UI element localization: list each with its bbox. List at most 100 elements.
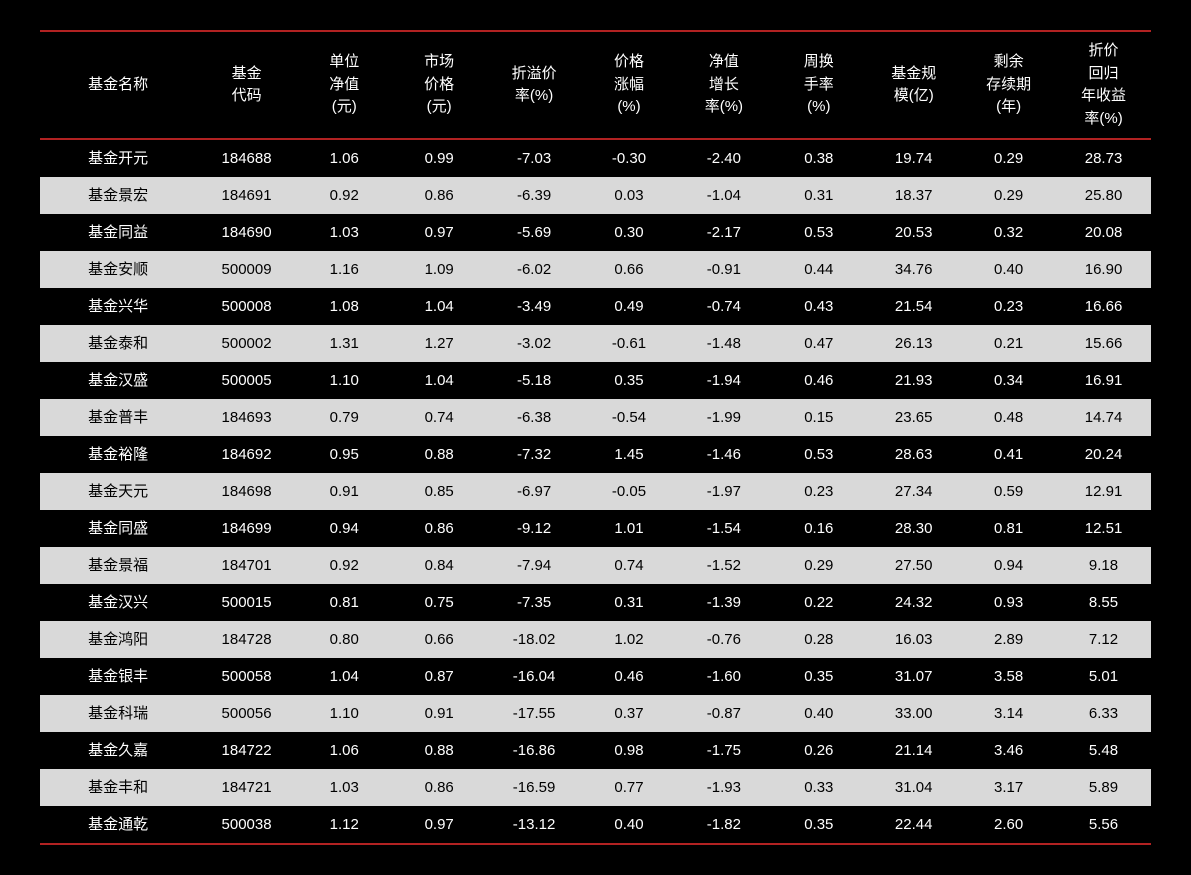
table-row: 基金普丰1846930.790.74-6.38-0.54-1.990.1523.… bbox=[40, 399, 1151, 436]
cell-premium: -3.49 bbox=[487, 288, 582, 325]
cell-annualized: 5.56 bbox=[1056, 806, 1151, 844]
cell-annualized: 20.08 bbox=[1056, 214, 1151, 251]
table-row: 基金景福1847010.920.84-7.940.74-1.520.2927.5… bbox=[40, 547, 1151, 584]
cell-turnover: 0.26 bbox=[771, 732, 866, 769]
cell-premium: -16.86 bbox=[487, 732, 582, 769]
cell-price: 0.75 bbox=[392, 584, 487, 621]
cell-priceChg: -0.61 bbox=[582, 325, 677, 362]
cell-code: 500015 bbox=[196, 584, 296, 621]
cell-turnover: 0.53 bbox=[771, 436, 866, 473]
cell-turnover: 0.16 bbox=[771, 510, 866, 547]
cell-duration: 0.29 bbox=[961, 177, 1056, 214]
cell-price: 0.91 bbox=[392, 695, 487, 732]
cell-annualized: 28.73 bbox=[1056, 139, 1151, 177]
cell-size: 26.13 bbox=[866, 325, 961, 362]
cell-nav: 1.03 bbox=[297, 214, 392, 251]
cell-price: 1.04 bbox=[392, 288, 487, 325]
cell-price: 0.84 bbox=[392, 547, 487, 584]
cell-navChg: -1.97 bbox=[676, 473, 771, 510]
table-row: 基金泰和5000021.311.27-3.02-0.61-1.480.4726.… bbox=[40, 325, 1151, 362]
cell-annualized: 12.91 bbox=[1056, 473, 1151, 510]
cell-navChg: -2.17 bbox=[676, 214, 771, 251]
table-row: 基金兴华5000081.081.04-3.490.49-0.740.4321.5… bbox=[40, 288, 1151, 325]
cell-duration: 0.34 bbox=[961, 362, 1056, 399]
table-row: 基金天元1846980.910.85-6.97-0.05-1.970.2327.… bbox=[40, 473, 1151, 510]
cell-name: 基金久嘉 bbox=[40, 732, 196, 769]
cell-size: 22.44 bbox=[866, 806, 961, 844]
cell-nav: 0.92 bbox=[297, 177, 392, 214]
cell-size: 24.32 bbox=[866, 584, 961, 621]
cell-price: 0.74 bbox=[392, 399, 487, 436]
cell-price: 0.86 bbox=[392, 510, 487, 547]
cell-turnover: 0.28 bbox=[771, 621, 866, 658]
cell-nav: 1.10 bbox=[297, 695, 392, 732]
cell-premium: -3.02 bbox=[487, 325, 582, 362]
cell-nav: 1.03 bbox=[297, 769, 392, 806]
cell-annualized: 5.89 bbox=[1056, 769, 1151, 806]
cell-price: 0.99 bbox=[392, 139, 487, 177]
cell-annualized: 9.18 bbox=[1056, 547, 1151, 584]
cell-navChg: -1.04 bbox=[676, 177, 771, 214]
cell-price: 0.88 bbox=[392, 436, 487, 473]
cell-duration: 0.81 bbox=[961, 510, 1056, 547]
cell-turnover: 0.40 bbox=[771, 695, 866, 732]
cell-nav: 1.16 bbox=[297, 251, 392, 288]
cell-size: 21.14 bbox=[866, 732, 961, 769]
cell-duration: 0.94 bbox=[961, 547, 1056, 584]
cell-size: 16.03 bbox=[866, 621, 961, 658]
cell-priceChg: 0.37 bbox=[582, 695, 677, 732]
cell-size: 18.37 bbox=[866, 177, 961, 214]
cell-navChg: -0.87 bbox=[676, 695, 771, 732]
table-row: 基金景宏1846910.920.86-6.390.03-1.040.3118.3… bbox=[40, 177, 1151, 214]
cell-turnover: 0.38 bbox=[771, 139, 866, 177]
cell-name: 基金兴华 bbox=[40, 288, 196, 325]
cell-turnover: 0.43 bbox=[771, 288, 866, 325]
cell-price: 0.66 bbox=[392, 621, 487, 658]
cell-code: 500058 bbox=[196, 658, 296, 695]
table-row: 基金丰和1847211.030.86-16.590.77-1.930.3331.… bbox=[40, 769, 1151, 806]
cell-code: 500009 bbox=[196, 251, 296, 288]
cell-duration: 0.29 bbox=[961, 139, 1056, 177]
cell-premium: -9.12 bbox=[487, 510, 582, 547]
cell-annualized: 16.66 bbox=[1056, 288, 1151, 325]
cell-annualized: 14.74 bbox=[1056, 399, 1151, 436]
cell-size: 31.04 bbox=[866, 769, 961, 806]
cell-size: 21.93 bbox=[866, 362, 961, 399]
cell-nav: 1.12 bbox=[297, 806, 392, 844]
table-row: 基金通乾5000381.120.97-13.120.40-1.820.3522.… bbox=[40, 806, 1151, 844]
col-header-name: 基金名称 bbox=[40, 31, 196, 139]
cell-name: 基金丰和 bbox=[40, 769, 196, 806]
cell-nav: 0.80 bbox=[297, 621, 392, 658]
cell-name: 基金汉盛 bbox=[40, 362, 196, 399]
cell-annualized: 7.12 bbox=[1056, 621, 1151, 658]
cell-premium: -17.55 bbox=[487, 695, 582, 732]
cell-nav: 1.31 bbox=[297, 325, 392, 362]
cell-code: 184690 bbox=[196, 214, 296, 251]
table-row: 基金开元1846881.060.99-7.03-0.30-2.400.3819.… bbox=[40, 139, 1151, 177]
cell-price: 0.88 bbox=[392, 732, 487, 769]
cell-code: 500005 bbox=[196, 362, 296, 399]
cell-premium: -6.02 bbox=[487, 251, 582, 288]
col-header-priceChg: 价格涨幅(%) bbox=[582, 31, 677, 139]
cell-duration: 0.93 bbox=[961, 584, 1056, 621]
cell-size: 33.00 bbox=[866, 695, 961, 732]
cell-annualized: 8.55 bbox=[1056, 584, 1151, 621]
col-header-turnover: 周换手率(%) bbox=[771, 31, 866, 139]
cell-priceChg: 0.30 bbox=[582, 214, 677, 251]
cell-turnover: 0.35 bbox=[771, 806, 866, 844]
cell-navChg: -1.39 bbox=[676, 584, 771, 621]
cell-duration: 0.32 bbox=[961, 214, 1056, 251]
cell-navChg: -0.74 bbox=[676, 288, 771, 325]
cell-duration: 0.21 bbox=[961, 325, 1056, 362]
cell-premium: -7.03 bbox=[487, 139, 582, 177]
cell-duration: 0.41 bbox=[961, 436, 1056, 473]
cell-nav: 1.10 bbox=[297, 362, 392, 399]
cell-turnover: 0.29 bbox=[771, 547, 866, 584]
cell-premium: -18.02 bbox=[487, 621, 582, 658]
cell-name: 基金同益 bbox=[40, 214, 196, 251]
cell-name: 基金科瑞 bbox=[40, 695, 196, 732]
cell-navChg: -0.76 bbox=[676, 621, 771, 658]
cell-duration: 2.60 bbox=[961, 806, 1056, 844]
cell-nav: 0.94 bbox=[297, 510, 392, 547]
cell-code: 500038 bbox=[196, 806, 296, 844]
